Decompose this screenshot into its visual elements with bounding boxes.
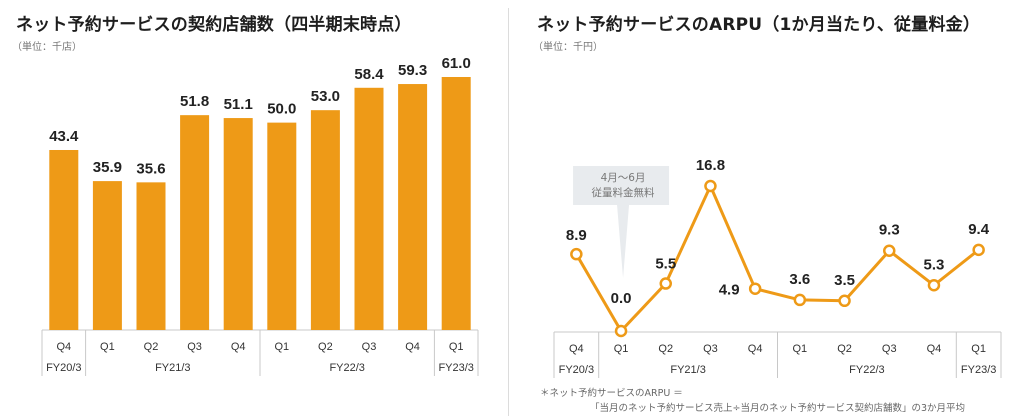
line-chart-tick-label: Q3	[703, 343, 718, 355]
bar	[136, 182, 166, 330]
line-chart-fiscal-year-label: FY22/3	[849, 364, 884, 376]
data-point-marker	[883, 244, 896, 257]
data-point-label: 3.5	[834, 272, 855, 289]
bar-chart-fiscal-year-label: FY20/3	[46, 362, 81, 374]
line-chart-fiscal-year-label: FY23/3	[961, 364, 996, 376]
line-chart-tick-label: Q1	[971, 343, 986, 355]
annotation-text: 従量料金無料	[592, 186, 655, 199]
bar-value-label: 53.0	[311, 88, 340, 105]
line-chart-fiscal-year-label: FY21/3	[670, 364, 705, 376]
bar-value-label: 59.3	[398, 62, 427, 79]
data-point-marker	[570, 247, 583, 261]
bar-value-label: 51.1	[224, 96, 253, 113]
bar	[441, 77, 471, 330]
data-point-marker	[748, 282, 762, 295]
bar-chart-tick-label: Q3	[362, 341, 377, 353]
data-point-label: 5.5	[655, 256, 676, 273]
bar-chart-fiscal-year-label: FY23/3	[438, 362, 473, 374]
data-point-label: 9.4	[968, 221, 990, 238]
data-point-marker	[659, 277, 672, 290]
bar	[49, 149, 79, 330]
bar-chart-tick-label: Q1	[449, 341, 464, 353]
footnote-line-2: 「当月のネット予約サービス売上÷当月のネット予約サービス契約店舗数」の3か月平均	[590, 403, 966, 414]
data-point-label: 3.6	[789, 271, 810, 288]
bar	[267, 122, 297, 330]
bar-value-label: 61.0	[442, 55, 471, 72]
bar-value-label: 51.8	[180, 93, 209, 110]
data-point-marker	[704, 179, 717, 193]
line-chart-tick-label: Q1	[793, 343, 808, 355]
line-chart-tick-label: Q4	[569, 343, 584, 355]
bar-chart-fiscal-year-label: FY21/3	[155, 362, 190, 374]
bar-chart-tick-label: Q1	[100, 341, 115, 353]
line-chart-tick-label: Q2	[658, 343, 673, 355]
bar	[398, 84, 428, 331]
line-chart-tick-label: Q1	[614, 343, 629, 355]
bar-value-label: 50.0	[267, 101, 296, 118]
bar-chart-tick-label: Q1	[274, 341, 289, 353]
bar-chart-title: ネット予約サービスの契約店舗数（四半期末時点）	[16, 15, 412, 35]
line-chart-tick-label: Q3	[882, 343, 897, 355]
bar-chart-tick-label: Q2	[318, 341, 333, 353]
bar-chart-tick-label: Q4	[231, 341, 246, 353]
bar	[354, 87, 384, 331]
bar-value-label: 58.4	[354, 66, 384, 83]
data-point-label: 5.3	[924, 256, 945, 273]
line-chart-unit: （単位：千円）	[533, 42, 603, 53]
data-point-label: 8.9	[566, 227, 587, 244]
data-point-label: 0.0	[611, 290, 632, 307]
bar-chart-tick-label: Q4	[405, 341, 420, 353]
data-point-marker	[838, 294, 851, 308]
bar-value-label: 43.4	[49, 128, 79, 145]
data-point-marker	[614, 324, 628, 338]
bar-chart-tick-label: Q2	[144, 341, 159, 353]
data-point-label: 9.3	[879, 222, 900, 239]
bar	[180, 115, 210, 330]
bar	[92, 181, 122, 330]
bar	[310, 110, 340, 330]
bar-chart-tick-label: Q4	[56, 341, 71, 353]
annotation-callout-box	[573, 166, 670, 278]
line-chart-tick-label: Q4	[748, 343, 763, 355]
bar-value-label: 35.6	[136, 160, 165, 177]
data-point-marker	[927, 279, 941, 292]
data-point-marker	[793, 293, 807, 307]
data-point-label: 4.9	[719, 282, 740, 299]
bar-chart-fiscal-year-label: FY22/3	[329, 362, 364, 374]
bar-value-label: 35.9	[93, 159, 122, 176]
annotation-text: 4月〜6月	[601, 172, 646, 184]
line-chart-fiscal-year-label: FY20/3	[559, 364, 594, 376]
line-chart-title: ネット予約サービスのARPU（1か月当たり、従量料金）	[537, 15, 981, 35]
line-chart-tick-label: Q4	[927, 343, 942, 355]
arpu-series-line	[575, 184, 980, 333]
bar-chart-unit: （単位：千店）	[12, 42, 82, 53]
line-chart-tick-label: Q2	[837, 343, 852, 355]
data-point-label: 16.8	[696, 157, 725, 174]
bar	[223, 118, 253, 330]
bar-chart-tick-label: Q3	[187, 341, 202, 353]
data-point-marker	[972, 243, 985, 257]
footnote-line-1: ＊ネット予約サービスのARPU ＝	[540, 388, 683, 399]
panel-divider	[508, 8, 509, 416]
